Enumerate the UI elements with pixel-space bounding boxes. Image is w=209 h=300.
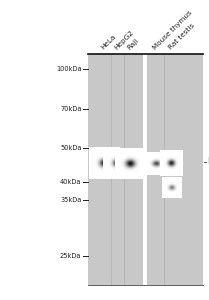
Text: 35kDa: 35kDa <box>60 196 82 202</box>
Text: 25kDa: 25kDa <box>60 253 82 259</box>
Text: ILF2: ILF2 <box>207 158 209 166</box>
Text: 70kDa: 70kDa <box>60 106 82 112</box>
Text: HeLa: HeLa <box>100 34 117 51</box>
Bar <box>143 54 147 285</box>
Text: Raji: Raji <box>126 38 140 51</box>
Text: HepG2: HepG2 <box>113 29 135 51</box>
Text: Mouse thymus: Mouse thymus <box>152 10 194 51</box>
Bar <box>88 54 203 285</box>
Text: 40kDa: 40kDa <box>60 179 82 185</box>
Text: 50kDa: 50kDa <box>60 145 82 151</box>
Text: 100kDa: 100kDa <box>56 66 82 72</box>
Text: Rat testis: Rat testis <box>167 22 195 51</box>
